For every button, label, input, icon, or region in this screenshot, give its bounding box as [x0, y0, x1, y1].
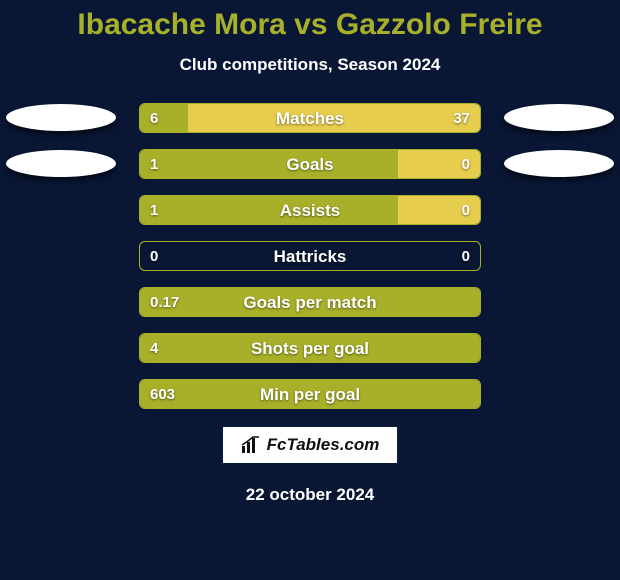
bar-track: Shots per goal4	[139, 333, 481, 363]
stat-row: Hattricks0 0	[0, 241, 620, 271]
value-left: 0	[150, 242, 158, 271]
stat-row: Shots per goal4	[0, 333, 620, 363]
brand-text: FcTables.com	[267, 435, 380, 455]
player-badge-right	[504, 104, 614, 131]
player-badge-left	[6, 150, 116, 177]
bar-track: Assists10	[139, 195, 481, 225]
bar-left	[140, 334, 480, 362]
bar-left	[140, 288, 480, 316]
subtitle: Club competitions, Season 2024	[0, 55, 620, 75]
bar-track: Goals per match0.17	[139, 287, 481, 317]
brand-badge: FcTables.com	[221, 425, 400, 465]
bars-icon	[241, 436, 261, 454]
player-badge-right	[504, 150, 614, 177]
stat-row: Goals per match0.17	[0, 287, 620, 317]
stat-row: Matches637	[0, 103, 620, 133]
stat-label: Hattricks	[140, 242, 480, 271]
page-title: Ibacache Mora vs Gazzolo Freire	[0, 8, 620, 41]
bar-track: Matches637	[139, 103, 481, 133]
stat-row: Assists10	[0, 195, 620, 225]
bar-right	[398, 196, 480, 224]
bar-right	[398, 150, 480, 178]
bar-left	[140, 104, 188, 132]
bar-right	[188, 104, 480, 132]
value-right: 0	[462, 242, 470, 271]
stat-row: Goals10	[0, 149, 620, 179]
player-badge-left	[6, 104, 116, 131]
footer: FcTables.com	[0, 425, 620, 465]
bar-left	[140, 196, 398, 224]
bar-track: Hattricks0 0	[139, 241, 481, 271]
bar-track: Min per goal603	[139, 379, 481, 409]
chart-area: Matches637 Goals10 Assists10 Hattricks0 0 Goa…	[0, 103, 620, 409]
stat-row: Min per goal603	[0, 379, 620, 409]
date-text: 22 october 2024	[0, 485, 620, 505]
comparison-chart: Ibacache Mora vs Gazzolo Freire Club com…	[0, 0, 620, 580]
bar-left	[140, 380, 480, 408]
bar-track: Goals10	[139, 149, 481, 179]
bar-left	[140, 150, 398, 178]
